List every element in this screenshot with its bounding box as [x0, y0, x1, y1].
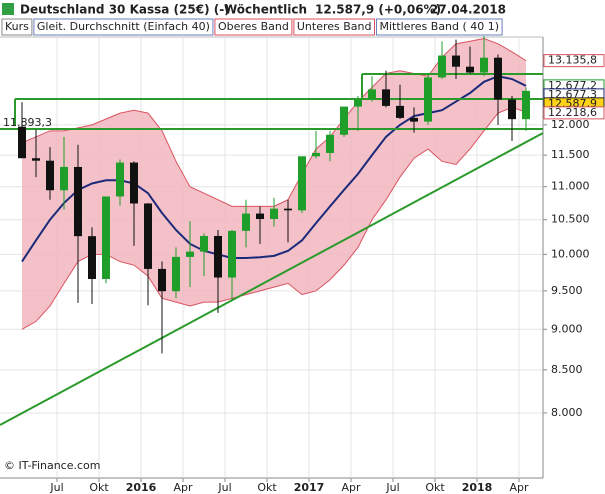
y-tick-label: 12.000 — [551, 118, 590, 131]
last-quote: 12.587,9 (+0,06%) — [315, 3, 441, 17]
candle-body — [340, 106, 348, 135]
candle-body — [130, 162, 138, 204]
candle-body — [424, 77, 432, 122]
y-tick-label: 9.000 — [551, 322, 583, 335]
y-tick-label: 9.500 — [551, 284, 583, 297]
candle-body — [382, 89, 390, 106]
x-tick-label: Okt — [89, 481, 109, 494]
x-tick-label: Okt — [425, 481, 445, 494]
band-line — [21, 75, 527, 263]
candle-body — [186, 251, 194, 257]
legend-label: Mittleres Band ( 40 1) — [380, 20, 500, 33]
candle-body — [228, 230, 236, 278]
x-tick-label: 2016 — [126, 481, 157, 494]
x-tick-label: Okt — [257, 481, 277, 494]
candle-body — [284, 208, 292, 211]
candle-body — [522, 90, 530, 120]
chart-title: Deutschland 30 Kassa (25€) (-) — [20, 3, 230, 17]
legend-box — [33, 18, 214, 36]
candle-body — [368, 89, 376, 100]
candle-body — [158, 268, 166, 292]
x-tick-label: 2018 — [462, 481, 493, 494]
candle-body — [214, 235, 222, 278]
candle-body — [480, 57, 488, 73]
x-tick-label: Apr — [509, 481, 529, 494]
candle-body — [396, 105, 404, 118]
x-tick-label: Jul — [385, 481, 399, 494]
candle-body — [508, 99, 516, 120]
y-tick-label: 11.000 — [551, 180, 590, 193]
legend-label: Kurs — [5, 20, 29, 33]
legend-box — [214, 18, 293, 36]
y-tick-label: 8.500 — [551, 363, 583, 376]
x-tick-label: Apr — [173, 481, 193, 494]
candle-body — [172, 256, 180, 292]
price-label: 12.218,6 — [548, 106, 597, 119]
legend-box — [376, 18, 503, 36]
candle-body — [298, 156, 306, 211]
y-tick-label: 10.500 — [551, 213, 590, 226]
candle-body — [46, 160, 54, 191]
legend-label: Unteres Band — [297, 20, 372, 33]
price-label-box — [543, 106, 605, 120]
x-tick-label: 2017 — [294, 481, 325, 494]
candle-body — [60, 166, 68, 191]
x-tick-label: Apr — [341, 481, 361, 494]
logo — [2, 3, 14, 15]
legend-label: Oberes Band — [218, 20, 289, 33]
legend-label: Gleit. Durchschnitt (Einfach 40) — [37, 20, 210, 33]
price-label-box — [543, 54, 605, 68]
candle-body — [438, 55, 446, 78]
candle-body — [452, 55, 460, 67]
candle-body — [144, 203, 152, 269]
trend-line — [0, 132, 544, 426]
level-label: 11.893,3 — [3, 116, 52, 129]
candle-body — [354, 99, 362, 107]
candle-body — [312, 152, 320, 157]
legend-box — [1, 18, 33, 36]
candle-body — [494, 57, 502, 100]
y-tick-label: 11.500 — [551, 148, 590, 161]
candle-body — [32, 158, 40, 161]
price-label: 13.135,8 — [548, 54, 597, 67]
candle-body — [242, 213, 250, 231]
candle-body — [116, 162, 124, 197]
source: © IT-Finance.com — [4, 459, 101, 472]
candle-body — [200, 235, 208, 252]
y-tick-label: 8.000 — [551, 406, 583, 419]
candle-body — [270, 208, 278, 220]
interval: Wöchentlich — [224, 3, 307, 17]
candle-body — [74, 166, 82, 237]
date: 27.04.2018 — [430, 3, 506, 17]
candle-body — [466, 66, 474, 73]
candle-body — [326, 134, 334, 153]
candle-body — [88, 236, 96, 279]
candle-body — [256, 213, 264, 220]
candle-body — [18, 126, 26, 159]
x-tick-label: Jul — [49, 481, 63, 494]
y-tick-label: 10.000 — [551, 247, 590, 260]
candle-body — [410, 117, 418, 122]
x-tick-label: Jul — [217, 481, 231, 494]
legend: Kurs Gleit. Durchschnitt (Einfach 40) Ober… — [1, 18, 503, 36]
plot: 8.000 8.500 9.000 9.500 10.000 10.500 11.000 11… — [0, 35, 605, 494]
legend-box — [293, 18, 375, 36]
candle-body — [102, 196, 110, 279]
